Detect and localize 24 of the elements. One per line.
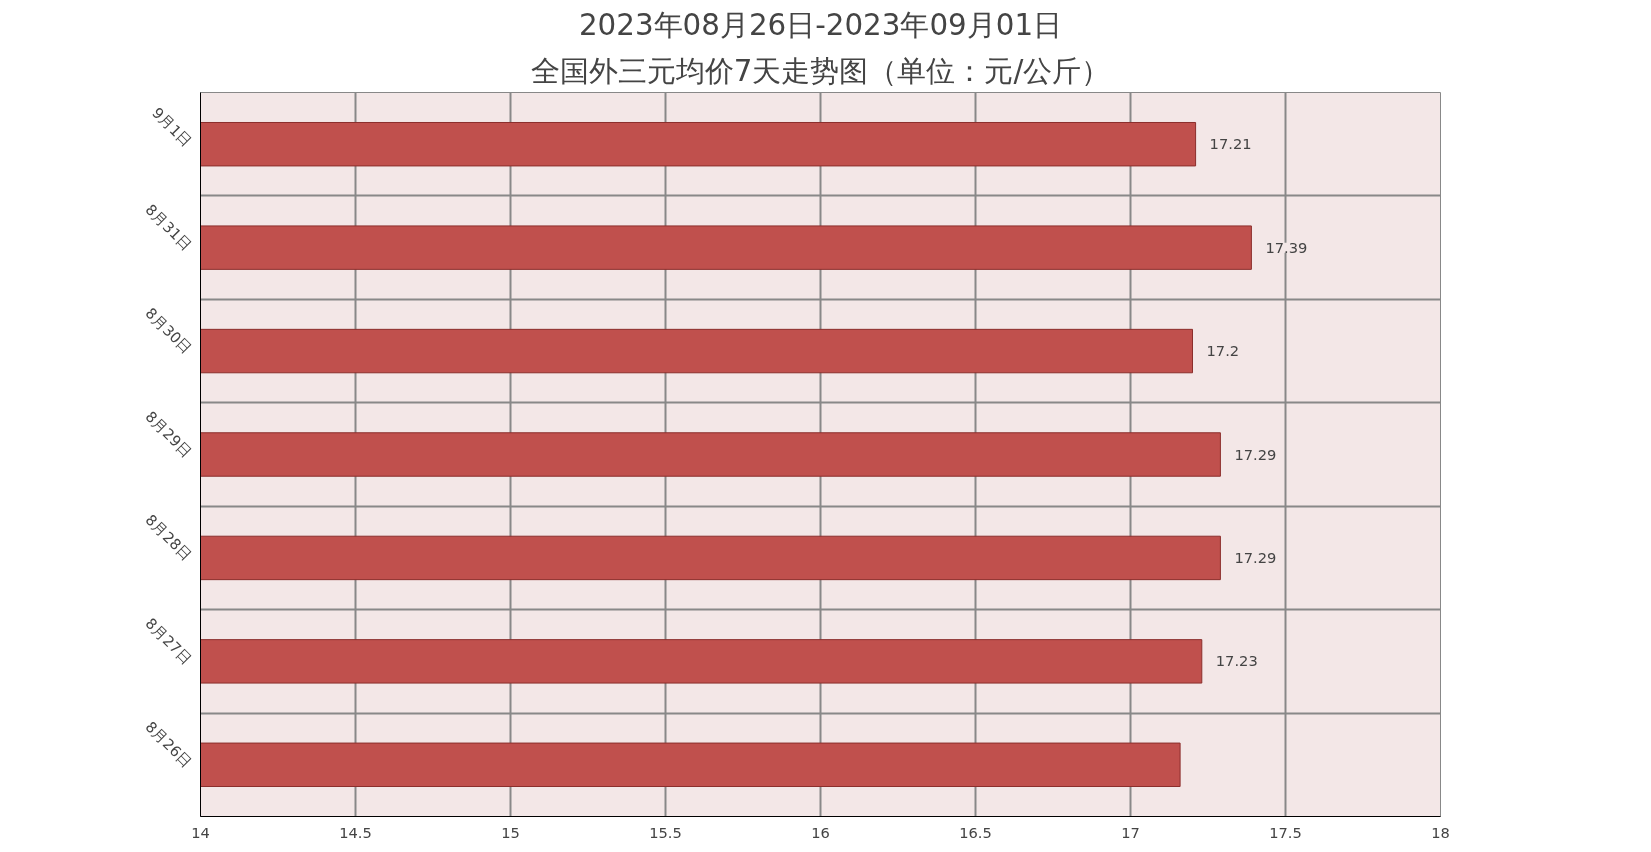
data-label: 17.29 bbox=[1234, 445, 1277, 463]
x-tick-label: 18 bbox=[1431, 823, 1450, 841]
data-label: 17.29 bbox=[1234, 548, 1277, 566]
x-tick-label: 14 bbox=[191, 823, 210, 841]
x-tick-label: 17 bbox=[1121, 823, 1140, 841]
data-label: 17.23 bbox=[1215, 652, 1258, 670]
data-label: 17.2 bbox=[1206, 342, 1240, 360]
data-label: 17.21 bbox=[1209, 135, 1252, 153]
x-tick-label: 16 bbox=[811, 823, 830, 841]
y-tick-label: 8月31日 bbox=[142, 200, 196, 254]
x-tick-label: 17.5 bbox=[1269, 823, 1302, 841]
y-tick-label: 8月26日 bbox=[142, 717, 196, 771]
x-tick-label: 14.5 bbox=[339, 823, 372, 841]
y-tick-label: 9月1日 bbox=[149, 103, 196, 151]
y-tick-label: 8月27日 bbox=[142, 614, 196, 668]
y-tick-label: 8月29日 bbox=[142, 407, 196, 461]
chart-subtitle: 全国外三元均价7天走势图（单位：元/公斤） bbox=[530, 53, 1111, 88]
x-tick-label: 15.5 bbox=[649, 823, 682, 841]
y-tick-label: 8月28日 bbox=[142, 510, 196, 564]
x-tick-label: 16.5 bbox=[959, 823, 992, 841]
data-label: 17.39 bbox=[1265, 238, 1308, 256]
y-tick-label: 8月30日 bbox=[142, 304, 196, 358]
x-tick-label: 15 bbox=[501, 823, 520, 841]
chart-title: 2023年08月26日-2023年09月01日 bbox=[578, 7, 1063, 42]
